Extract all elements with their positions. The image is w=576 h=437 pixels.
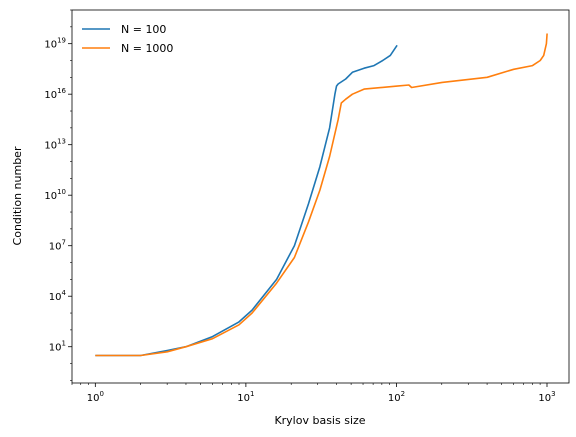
y-tick-label-0: 101 [49, 340, 66, 354]
y-tick-label-5: 1016 [44, 87, 66, 101]
x-tick-label-3: 103 [538, 390, 555, 404]
legend-label-0: N = 100 [121, 23, 166, 36]
x-axis-label: Krylov basis size [274, 414, 365, 427]
y-tick-label-1: 104 [49, 289, 67, 303]
plot-lines [95, 33, 548, 357]
y-tick-label-2: 107 [49, 239, 66, 253]
x-tick-label-2: 102 [388, 390, 405, 404]
x-ticks: 100 101 102 103 [71, 383, 556, 404]
y-tick-label-4: 1013 [44, 138, 66, 152]
x-tick-label-0: 100 [87, 390, 104, 404]
legend-label-1: N = 1000 [121, 42, 173, 55]
series-line-0 [95, 44, 398, 357]
plot-frame [71, 9, 570, 384]
legend: N = 100 N = 1000 [82, 23, 173, 55]
series-line-1 [95, 33, 548, 357]
y-axis-label: Condition number [11, 146, 24, 245]
y-tick-label-6: 1019 [44, 37, 66, 51]
x-tick-label-1: 101 [237, 390, 254, 404]
y-ticks: 101 104 107 1010 1013 1016 1019 [44, 9, 72, 381]
y-tick-label-3: 1010 [44, 188, 66, 202]
